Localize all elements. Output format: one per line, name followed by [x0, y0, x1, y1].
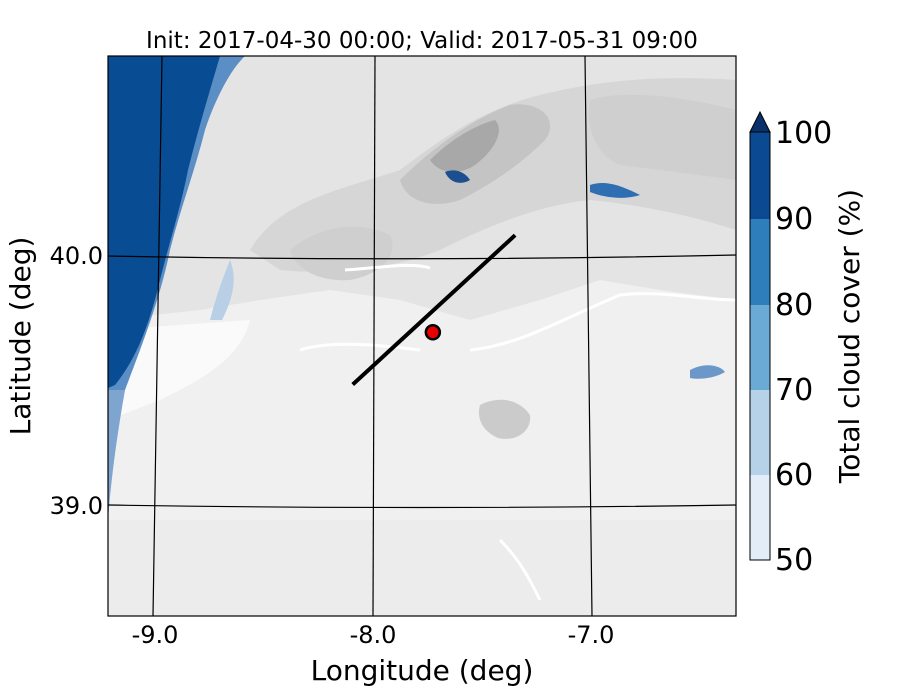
y-tick-label: 40.0 [50, 242, 103, 270]
terrain-hill-south [478, 399, 531, 439]
terrain-band-ne [588, 94, 736, 180]
colorbar-bin-90-100 [750, 132, 770, 219]
river-2 [299, 342, 421, 352]
colorbar-bin-60-70 [750, 390, 770, 475]
colorbar-extend-arrow [749, 110, 771, 133]
cloud-60-70-coast [210, 260, 234, 320]
colorbar-tick-label: 50 [775, 543, 813, 578]
cloud-90-100-ocean [108, 56, 220, 388]
colorbar-tick-label: 90 [775, 202, 813, 237]
x-tick-label: -8.0 [350, 621, 397, 649]
y-axis-label: Latitude (deg) [4, 237, 37, 436]
y-tick-label: 39.0 [50, 492, 103, 520]
graticule [108, 56, 736, 616]
terrain-band-south [108, 520, 736, 616]
colorbar-frame [749, 131, 771, 561]
coastal-plain [108, 320, 250, 420]
cloud-70-80-south [108, 390, 125, 520]
river-1 [344, 263, 431, 272]
terrain-peak [430, 120, 499, 172]
colorbar-tick-label: 70 [775, 373, 813, 408]
colorbar-bin-70-80 [750, 305, 770, 390]
x-axis-label: Longitude (deg) [311, 654, 534, 687]
meridian-7 [584, 56, 593, 616]
cloud-cover [108, 56, 725, 520]
colorbar-bin-50-60 [750, 475, 770, 560]
location-marker [424, 324, 442, 341]
transect-line [351, 233, 517, 387]
parallel-39 [108, 504, 736, 509]
colorbar-label: Total cloud cover (%) [833, 189, 866, 484]
meridian-9 [152, 56, 163, 616]
river-4 [498, 538, 542, 601]
cloud-patch-peak [445, 170, 470, 183]
terrain-relief [108, 56, 736, 616]
parallel-40 [108, 254, 736, 260]
rivers [299, 263, 736, 601]
colorbar-bin-80-90 [750, 219, 770, 305]
river-3 [469, 292, 736, 352]
colorbar-tick-label: 100 [775, 116, 832, 151]
map-title: Init: 2017-04-30 00:00; Valid: 2017-05-3… [146, 28, 698, 54]
x-tick-label: -9.0 [132, 621, 179, 649]
map-frame [107, 55, 737, 617]
colorbar: 100 90 80 70 60 50 Total cloud cover (%) [749, 110, 866, 578]
meridian-8 [372, 56, 376, 616]
colorbar-tick-label: 60 [775, 458, 813, 493]
colorbar-tick-label: 80 [775, 288, 813, 323]
cloud-patch-east [690, 365, 725, 379]
cloud-patch-ne [590, 183, 640, 198]
x-tick-label: -7.0 [568, 621, 615, 649]
map-panel [108, 56, 736, 616]
